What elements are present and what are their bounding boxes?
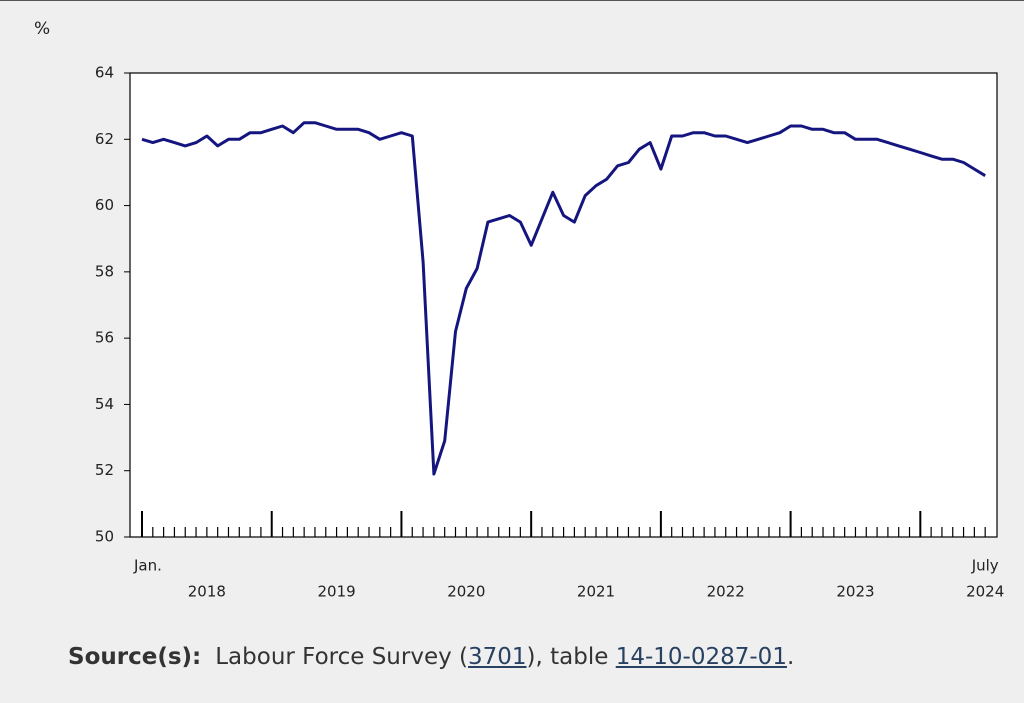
y-tick-label: 50 [95, 528, 114, 546]
series-line [141, 121, 986, 476]
year-label: 2023 [836, 583, 874, 601]
year-label: 2020 [447, 583, 485, 601]
source: Source(s): Labour Force Survey (3701), ta… [68, 644, 794, 670]
y-axis-label: % [34, 19, 50, 39]
source-label: Source(s): [68, 644, 202, 670]
plot-area [129, 72, 998, 538]
y-tick-label: 54 [95, 395, 114, 413]
year-label: 2024 [966, 583, 1004, 601]
source-text: ), table [526, 644, 616, 670]
y-tick-label: 58 [95, 262, 114, 280]
y-tick-label: 60 [95, 196, 114, 214]
y-tick-label: 52 [95, 461, 114, 479]
source-text: Labour Force Survey ( [215, 644, 468, 670]
x-tick-label: July [971, 557, 999, 575]
y-tick-label: 56 [95, 329, 114, 347]
source-link[interactable]: 3701 [468, 644, 527, 670]
year-label: 2022 [707, 583, 745, 601]
table-link[interactable]: 14-10-0287-01 [615, 644, 787, 670]
year-label: 2018 [188, 583, 226, 601]
year-label: 2021 [577, 583, 615, 601]
x-tick-label: Jan. [133, 557, 162, 575]
year-label: 2019 [317, 583, 355, 601]
y-tick-label: 64 [95, 64, 114, 82]
source-text: . [786, 644, 795, 670]
chart: % 50 52 54 56 58 60 62 64 Jan. July 2018 2019 2020 20… [0, 0, 1024, 601]
y-tick-label: 62 [95, 130, 114, 148]
